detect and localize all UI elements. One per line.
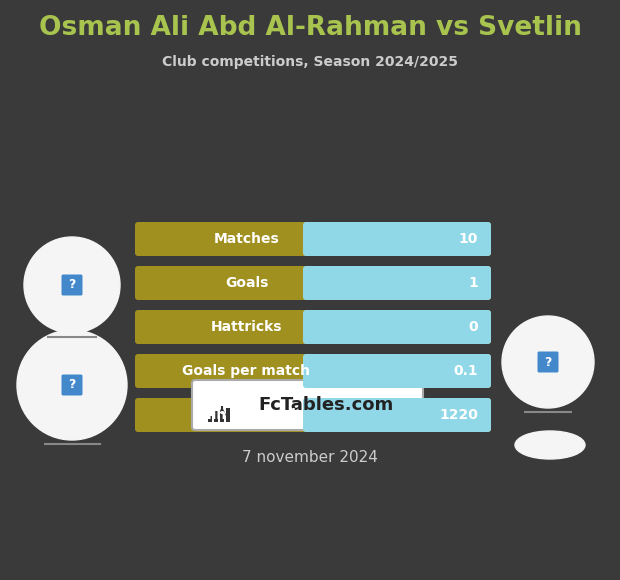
Text: Min per goal: Min per goal	[198, 408, 296, 422]
FancyBboxPatch shape	[303, 310, 491, 344]
FancyBboxPatch shape	[192, 380, 423, 430]
Ellipse shape	[515, 431, 585, 459]
FancyBboxPatch shape	[220, 414, 224, 422]
Text: Hattricks: Hattricks	[211, 320, 282, 334]
Text: Club competitions, Season 2024/2025: Club competitions, Season 2024/2025	[162, 55, 458, 69]
Text: 10: 10	[459, 232, 478, 246]
Text: 1220: 1220	[439, 408, 478, 422]
FancyBboxPatch shape	[135, 310, 491, 344]
FancyBboxPatch shape	[61, 274, 82, 295]
Text: FcTables.com: FcTables.com	[258, 396, 393, 414]
FancyBboxPatch shape	[303, 222, 491, 256]
Text: 7 november 2024: 7 november 2024	[242, 451, 378, 466]
Text: 0.1: 0.1	[453, 364, 478, 378]
FancyBboxPatch shape	[303, 398, 491, 432]
Circle shape	[502, 316, 594, 408]
FancyBboxPatch shape	[538, 351, 559, 372]
Text: ?: ?	[68, 278, 76, 292]
Text: Osman Ali Abd Al-Rahman vs Svetlin: Osman Ali Abd Al-Rahman vs Svetlin	[38, 15, 582, 41]
FancyBboxPatch shape	[135, 222, 491, 256]
FancyBboxPatch shape	[135, 354, 491, 388]
FancyBboxPatch shape	[303, 354, 491, 388]
FancyBboxPatch shape	[303, 266, 491, 300]
Text: Goals: Goals	[225, 276, 268, 290]
FancyBboxPatch shape	[135, 266, 491, 300]
FancyBboxPatch shape	[135, 398, 491, 432]
FancyBboxPatch shape	[208, 416, 212, 422]
Circle shape	[24, 237, 120, 333]
Circle shape	[17, 330, 127, 440]
Text: ?: ?	[68, 379, 76, 392]
FancyBboxPatch shape	[214, 411, 218, 422]
FancyBboxPatch shape	[226, 408, 230, 422]
Text: ?: ?	[544, 356, 552, 368]
Text: Matches: Matches	[214, 232, 280, 246]
Text: 1: 1	[468, 276, 478, 290]
Text: 0: 0	[468, 320, 478, 334]
FancyBboxPatch shape	[61, 375, 82, 396]
Text: Goals per match: Goals per match	[182, 364, 311, 378]
